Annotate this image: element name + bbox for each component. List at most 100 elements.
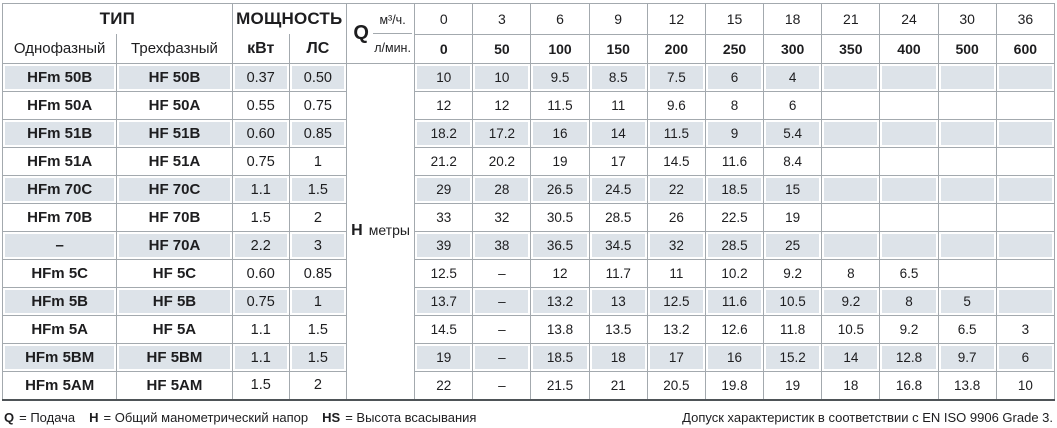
head-value (937, 231, 997, 260)
head-value: 19 (530, 147, 590, 176)
pump-row: HFm 5C HF 5C 0.60 0.85 12.5 – 12 11.7 11… (1, 259, 1056, 288)
head-value (821, 147, 881, 176)
head-value: 17 (646, 343, 706, 372)
flow-m3h: 21 (821, 3, 881, 35)
flow-lmin: 400 (879, 33, 939, 64)
flow-lmin: 250 (704, 33, 765, 64)
model-single: HFm 51A (1, 147, 118, 176)
head-value: 18.5 (704, 175, 765, 204)
head-value (879, 175, 939, 204)
head-value: 10.5 (763, 287, 823, 316)
h-label: H метры (347, 222, 413, 240)
pump-row: HFm 51A HF 51A 0.75 1 21.2 20.2 19 17 14… (1, 147, 1056, 176)
head-value: 14 (588, 119, 648, 148)
head-value: 15.2 (763, 343, 823, 372)
head-value: 21 (588, 371, 648, 400)
head-value (995, 119, 1056, 148)
head-value (995, 63, 1056, 92)
head-value: 13.2 (530, 287, 590, 316)
head-value: 13.5 (588, 315, 648, 344)
flow-m3h: 36 (995, 3, 1056, 35)
head-value: 9.5 (530, 63, 590, 92)
head-value (879, 63, 939, 92)
head-value: 16.8 (879, 371, 939, 400)
flow-m3h: 15 (704, 3, 765, 35)
head-value: 24.5 (588, 175, 648, 204)
head-value: 12.6 (704, 315, 765, 344)
kw-value: 0.37 (231, 63, 290, 92)
head-value (821, 63, 881, 92)
flow-m3h: 0 (414, 3, 474, 35)
model-three: HF 70B (116, 203, 233, 232)
head-value: 32 (472, 203, 532, 232)
head-value: 10.2 (704, 259, 765, 288)
model-single: HFm 70C (1, 175, 118, 204)
model-three: HF 5AM (116, 371, 233, 400)
hp-value: 0.75 (288, 91, 347, 120)
kw-value: 0.75 (231, 287, 290, 316)
head-value (937, 259, 997, 288)
flow-lmin: 0 (414, 33, 474, 64)
head-value: 20.2 (472, 147, 532, 176)
head-value: 39 (414, 231, 474, 260)
h-column-label: H метры (345, 63, 416, 400)
head-value: 9.2 (821, 287, 881, 316)
flow-m3h: 3 (472, 3, 532, 35)
head-value: 6 (763, 91, 823, 120)
header-row-columns: Однофазный Трехфазный кВт ЛС 0 50 100 15… (1, 33, 1056, 64)
q-unit-lmin: л/мин. (374, 40, 411, 55)
pump-row: HFm 5A HF 5A 1.1 1.5 14.5 – 13.8 13.5 13… (1, 315, 1056, 344)
power-group-header: МОЩНОСТЬ (231, 3, 347, 34)
model-three: HF 5B (116, 287, 233, 316)
model-single: HFm 5B (1, 287, 118, 316)
head-value: 18 (588, 343, 648, 372)
tolerance-note: Допуск характеристик в соответствии с EN… (682, 409, 1053, 425)
head-value: 5.4 (763, 119, 823, 148)
model-three: HF 5BM (116, 343, 233, 372)
flow-lmin: 100 (530, 33, 590, 64)
head-value: – (472, 315, 532, 344)
hp-value: 1 (288, 147, 347, 176)
head-value (937, 63, 997, 92)
kw-value: 0.60 (231, 119, 290, 148)
head-value: 19 (763, 371, 823, 400)
head-value (995, 231, 1056, 260)
head-value: 9.6 (646, 91, 706, 120)
hp-value: 2 (288, 371, 347, 400)
head-value: 8.4 (763, 147, 823, 176)
head-value: 25 (763, 231, 823, 260)
pump-row: HFm 5B HF 5B 0.75 1 13.7 – 13.2 13 12.5 … (1, 287, 1056, 316)
head-value: 22 (414, 371, 474, 400)
legend-item-h: H = Общий манометрический напор (89, 410, 308, 425)
head-value: 7.5 (646, 63, 706, 92)
hp-value: 0.85 (288, 259, 347, 288)
legend-definition: = Подача (19, 409, 76, 425)
head-value (821, 231, 881, 260)
kw-value: 1.1 (231, 315, 290, 344)
head-value: 28.5 (704, 231, 765, 260)
head-value: 18 (821, 371, 881, 400)
head-value: 18.2 (414, 119, 474, 148)
head-value (937, 91, 997, 120)
head-value (821, 119, 881, 148)
header-row-groups: ТИП МОЩНОСТЬ Q м³/ч. л/мин. 0 3 6 9 12 1… (2, 3, 1056, 64)
head-value (821, 175, 881, 204)
head-value: 10.5 (821, 315, 881, 344)
head-value: 9.2 (879, 315, 939, 344)
h-unit: метры (368, 222, 410, 239)
head-value (995, 175, 1056, 204)
head-value (879, 147, 939, 176)
kw-value: 0.60 (231, 259, 290, 288)
head-value: 10 (414, 63, 474, 92)
head-value (995, 147, 1056, 176)
model-three: HF 50B (116, 63, 233, 92)
head-value: 9 (704, 119, 765, 148)
head-value: 6.5 (937, 315, 997, 344)
legend-definition: = Общий манометрический напор (103, 409, 309, 425)
hp-value: 1.5 (288, 343, 347, 372)
hp-value: 0.50 (288, 63, 347, 92)
q-symbol: Q (353, 22, 369, 44)
head-value: 6 (995, 343, 1056, 372)
head-value: 12.8 (879, 343, 939, 372)
